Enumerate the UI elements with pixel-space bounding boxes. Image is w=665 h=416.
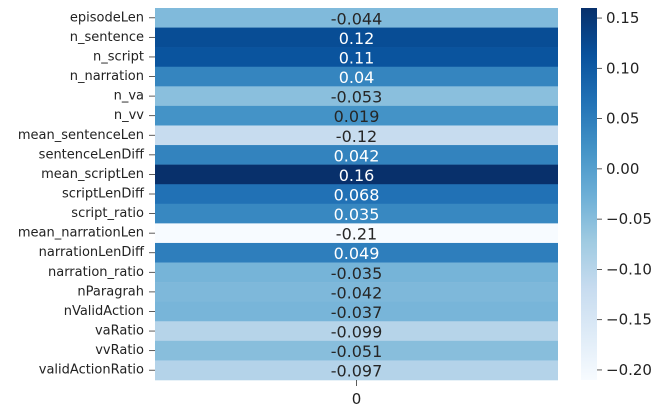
cell-value-label: -0.21 bbox=[336, 225, 377, 244]
colorbar: 0.15 0.10 0.05 0.00 −0.05 −0.10 −0.15 −0.20 bbox=[581, 8, 652, 380]
row-label: n_va bbox=[114, 89, 144, 104]
row-label: narration_ratio bbox=[48, 265, 144, 280]
cell-value-label: -0.042 bbox=[331, 283, 383, 302]
cell-value-label: 0.019 bbox=[334, 107, 380, 126]
row-label: nValidAction bbox=[64, 304, 144, 319]
row-labels: episodeLen n_sentence n_script n_narrationn… bbox=[18, 10, 155, 378]
cell-value-label: -0.12 bbox=[336, 127, 377, 146]
heatmap-cell bbox=[155, 105, 558, 126]
heatmap-cell bbox=[155, 321, 558, 342]
colorbar-tick-label: −0.10 bbox=[606, 260, 652, 278]
cell-value-label: 0.11 bbox=[339, 48, 375, 67]
x-axis: 0 bbox=[352, 380, 362, 408]
heatmap-cells bbox=[155, 8, 558, 381]
heatmap-cell bbox=[155, 340, 558, 361]
heatmap-cell bbox=[155, 66, 558, 87]
heatmap-cell bbox=[155, 242, 558, 263]
heatmap-cell bbox=[155, 27, 558, 48]
cell-value-label: -0.099 bbox=[331, 323, 383, 342]
cell-value-label: 0.042 bbox=[334, 146, 380, 165]
heatmap-cell bbox=[155, 223, 558, 244]
cell-value-labels: -0.0440.120.110.04-0.0530.019-0.120.0420… bbox=[331, 9, 383, 380]
row-label: scriptLenDiff bbox=[62, 187, 145, 202]
row-label: nParagrah bbox=[77, 284, 144, 299]
row-label: script_ratio bbox=[71, 206, 144, 221]
heatmap-cell bbox=[155, 184, 558, 205]
colorbar-tick-label: 0.05 bbox=[606, 110, 639, 128]
x-tick-label: 0 bbox=[352, 390, 362, 408]
cell-value-label: 0.16 bbox=[339, 166, 375, 185]
colorbar-tick-label: 0.10 bbox=[606, 59, 639, 77]
heatmap-cell bbox=[155, 86, 558, 107]
cell-value-label: -0.097 bbox=[331, 362, 383, 381]
cell-value-label: -0.051 bbox=[331, 342, 383, 361]
heatmap-cell bbox=[155, 125, 558, 146]
cell-value-label: 0.049 bbox=[334, 244, 380, 263]
colorbar-tick-label: 0.00 bbox=[606, 160, 639, 178]
row-label: n_vv bbox=[114, 108, 144, 123]
row-label: mean_scriptLen bbox=[41, 167, 144, 182]
heatmap-cell bbox=[155, 47, 558, 68]
row-label: n_narration bbox=[70, 69, 144, 84]
row-label: episodeLen bbox=[70, 10, 144, 25]
heatmap-cell bbox=[155, 8, 558, 28]
cell-value-label: 0.04 bbox=[339, 68, 375, 87]
colorbar-gradient bbox=[581, 8, 597, 380]
cell-value-label: -0.035 bbox=[331, 264, 383, 283]
cell-value-label: -0.044 bbox=[331, 9, 383, 28]
heatmap-cell bbox=[155, 301, 558, 322]
heatmap-cell bbox=[155, 360, 558, 381]
row-label: n_sentence bbox=[70, 30, 144, 45]
heatmap-cell bbox=[155, 203, 558, 224]
row-label: validActionRatio bbox=[39, 363, 144, 378]
row-label: sentenceLenDiff bbox=[39, 147, 145, 162]
cell-value-label: 0.12 bbox=[339, 29, 375, 48]
colorbar-tick-label: −0.20 bbox=[606, 361, 652, 379]
row-label: vaRatio bbox=[95, 324, 144, 339]
heatmap-cell bbox=[155, 145, 558, 165]
cell-value-label: -0.037 bbox=[331, 303, 383, 322]
cell-value-label: 0.068 bbox=[334, 186, 380, 205]
heatmap-cell bbox=[155, 282, 558, 302]
cell-value-label: -0.053 bbox=[331, 88, 383, 107]
heatmap-cell bbox=[155, 262, 558, 283]
row-label: n_script bbox=[93, 49, 144, 64]
colorbar-tick-label: −0.15 bbox=[606, 311, 652, 329]
colorbar-tick-label: 0.15 bbox=[606, 9, 639, 27]
row-label: mean_narrationLen bbox=[18, 226, 144, 241]
row-label: vvRatio bbox=[95, 343, 144, 358]
colorbar-tick-label: −0.05 bbox=[606, 210, 652, 228]
row-label: mean_sentenceLen bbox=[18, 128, 144, 143]
heatmap-cell bbox=[155, 164, 558, 185]
cell-value-label: 0.035 bbox=[334, 205, 380, 224]
row-label: narrationLenDiff bbox=[39, 245, 145, 260]
